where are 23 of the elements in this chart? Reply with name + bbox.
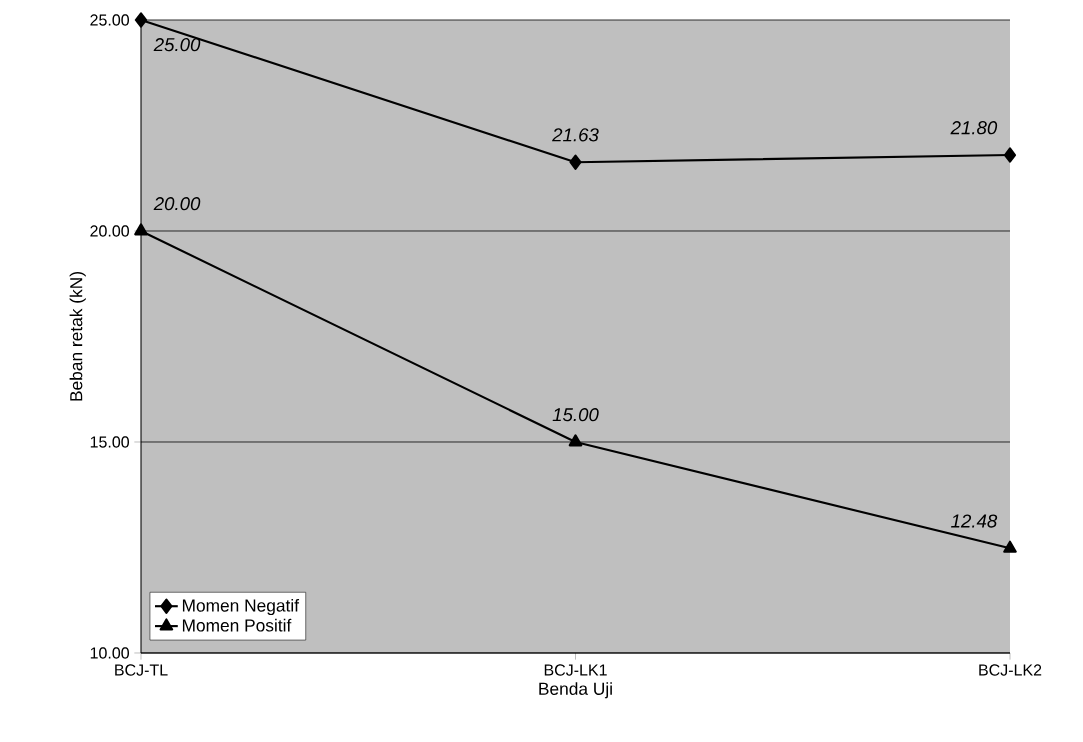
x-tick-label: BCJ-LK2 <box>979 664 1042 676</box>
data-label: 20.00 <box>153 197 201 211</box>
x-tick-label: BCJ-LK1 <box>544 664 607 676</box>
point <box>134 223 148 236</box>
legend-label: Momen Negatif <box>182 598 300 616</box>
point <box>134 12 148 28</box>
y-tick-label: 10.00 <box>90 647 130 659</box>
point <box>569 154 582 170</box>
y-tick-label: 15.00 <box>90 436 130 448</box>
x-axis-title: Benda Uji <box>539 682 612 699</box>
point <box>1003 147 1017 163</box>
data-label: 25.00 <box>153 38 201 52</box>
data-label: 15.00 <box>552 408 599 422</box>
y-tick-label: 25.00 <box>90 14 130 26</box>
data-label: 12.48 <box>951 514 998 528</box>
y-axis-title: Beban retak (kN) <box>69 272 86 401</box>
point <box>1003 540 1017 553</box>
point <box>568 434 583 447</box>
legend-label: Momen Positif <box>182 618 292 632</box>
data-label: 21.80 <box>950 121 998 135</box>
x-tick-label: BCJ-TL <box>115 664 168 676</box>
y-tick-label: 20.00 <box>90 225 130 237</box>
data-label: 21.63 <box>552 128 599 142</box>
